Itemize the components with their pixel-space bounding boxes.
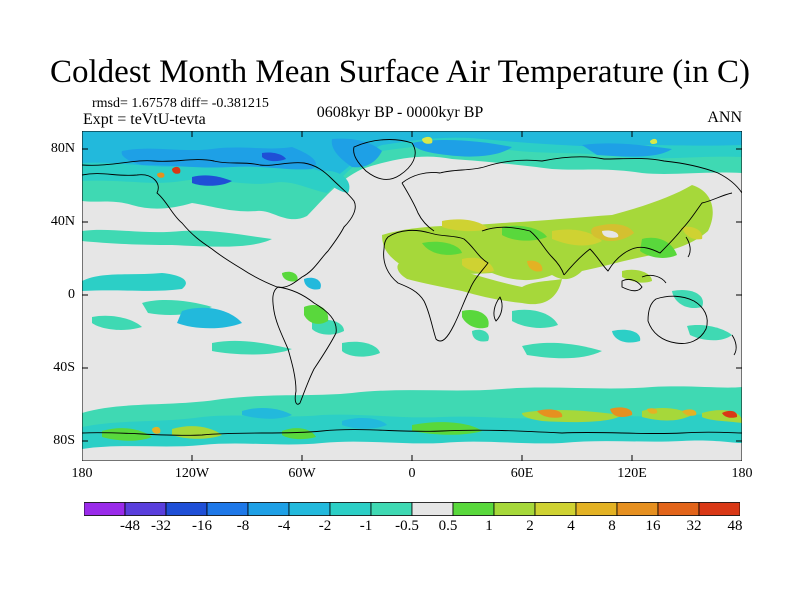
colorbar-swatch bbox=[206, 502, 249, 516]
colorbar-swatch bbox=[84, 502, 126, 516]
lon-tick-120e: 120E bbox=[617, 466, 647, 481]
colorbar-swatch bbox=[288, 502, 331, 516]
lon-tick-60w: 60W bbox=[288, 466, 316, 481]
southern-ocean-region bbox=[82, 386, 742, 461]
lon-tick-120w: 120W bbox=[174, 466, 210, 481]
colorbar-swatch bbox=[493, 502, 536, 516]
colorbar-label: 8 bbox=[608, 518, 616, 534]
colorbar-swatch bbox=[452, 502, 495, 516]
lat-tick-0: 0 bbox=[68, 287, 75, 302]
colorbar-label: -16 bbox=[192, 518, 212, 534]
colorbar-label: -8 bbox=[236, 518, 250, 534]
colorbar-label: 2 bbox=[526, 518, 534, 534]
colorbar-label: 1 bbox=[485, 518, 493, 534]
colorbar-swatch bbox=[616, 502, 659, 516]
colorbar-label: -0.5 bbox=[395, 518, 419, 534]
colorbar-swatch bbox=[124, 502, 167, 516]
colorbar-swatch bbox=[329, 502, 372, 516]
period-label: 0608kyr BP - 0000kyr BP bbox=[316, 104, 484, 121]
lon-tick-0: 0 bbox=[408, 466, 416, 481]
colorbar bbox=[84, 502, 740, 516]
colorbar-label: -48 bbox=[120, 518, 140, 534]
lat-tick-40n: 40N bbox=[50, 214, 75, 229]
experiment-label: Expt = teVtU-tevta bbox=[83, 111, 206, 128]
stats-label: rmsd= 1.67578 diff= -0.381215 bbox=[92, 96, 269, 111]
warming-region bbox=[282, 185, 713, 329]
colorbar-swatch bbox=[575, 502, 618, 516]
lat-tick-40s: 40S bbox=[53, 360, 75, 375]
coastlines bbox=[82, 139, 742, 436]
arctic-cooling-region bbox=[82, 131, 742, 220]
temperature-anomaly-map bbox=[82, 131, 742, 461]
map-ticks bbox=[82, 131, 742, 461]
colorbar-label: 32 bbox=[686, 518, 702, 534]
colorbar-label: 48 bbox=[727, 518, 743, 534]
lon-tick-180w: 180 bbox=[71, 466, 93, 481]
chart-title: Coldest Month Mean Surface Air Temperatu… bbox=[50, 54, 750, 90]
lat-tick-80s: 80S bbox=[53, 433, 75, 448]
lat-tick-80n: 80N bbox=[50, 141, 75, 156]
colorbar-swatch bbox=[698, 502, 740, 516]
ocean-cooling-patches bbox=[82, 229, 732, 359]
colorbar-label: -32 bbox=[151, 518, 171, 534]
colorbar-label: 4 bbox=[567, 518, 575, 534]
colorbar-swatch bbox=[247, 502, 290, 516]
colorbar-swatch bbox=[370, 502, 413, 516]
colorbar-label: -2 bbox=[318, 518, 332, 534]
lon-tick-60e: 60E bbox=[510, 466, 534, 481]
colorbar-label: 0.5 bbox=[438, 518, 458, 534]
colorbar-label: 16 bbox=[645, 518, 661, 534]
colorbar-label: -4 bbox=[277, 518, 291, 534]
season-label: ANN bbox=[707, 109, 742, 126]
colorbar-swatch bbox=[165, 502, 208, 516]
lon-tick-180e: 180 bbox=[731, 466, 753, 481]
colorbar-label: -1 bbox=[359, 518, 373, 534]
colorbar-swatch bbox=[534, 502, 577, 516]
colorbar-swatch bbox=[657, 502, 700, 516]
colorbar-swatch bbox=[411, 502, 454, 516]
